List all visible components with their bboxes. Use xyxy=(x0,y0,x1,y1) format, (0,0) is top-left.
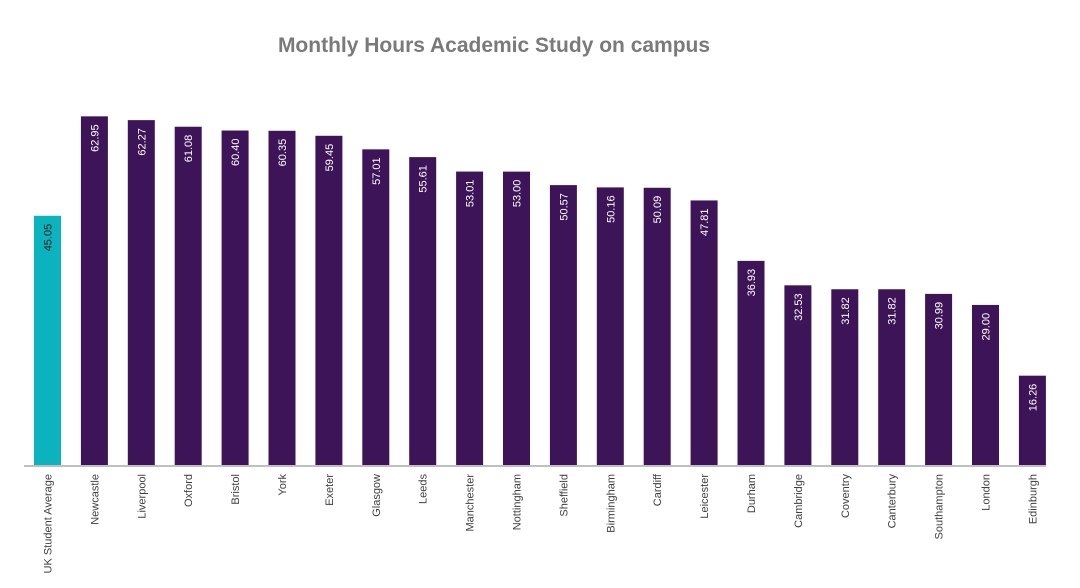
data-label: 16.26 xyxy=(1027,384,1039,412)
chart-title: Monthly Hours Academic Study on campus xyxy=(277,34,711,57)
bar-exeter xyxy=(315,135,343,466)
data-label: 50.09 xyxy=(652,196,664,224)
data-label: 45.05 xyxy=(43,224,55,252)
tick-label: Leicester xyxy=(699,474,711,519)
tick-label: Cardiff xyxy=(652,473,664,506)
bar-canterbury xyxy=(878,289,906,466)
tick-label: Manchester xyxy=(465,474,477,532)
tick-label: Canterbury xyxy=(887,474,899,529)
tick-label: Glasgow xyxy=(371,474,383,517)
tick-label: Leeds xyxy=(418,474,430,504)
bar-glasgow xyxy=(362,149,390,466)
tick-label: London xyxy=(981,474,993,511)
data-label: 50.16 xyxy=(605,195,617,223)
bar-southampton xyxy=(925,293,953,466)
bar-leeds xyxy=(409,157,437,466)
bar-liverpool xyxy=(127,120,155,466)
data-label: 31.82 xyxy=(840,297,852,325)
data-label: 30.99 xyxy=(934,302,946,330)
data-label: 50.57 xyxy=(558,193,570,221)
tick-label: York xyxy=(277,474,289,496)
data-label: 53.00 xyxy=(512,180,524,208)
bar-edinburgh xyxy=(1018,375,1046,466)
data-label: 62.27 xyxy=(136,128,148,156)
data-label: 53.01 xyxy=(465,180,477,208)
tick-label: Birmingham xyxy=(605,474,617,533)
tick-label: Durham xyxy=(746,474,758,513)
data-label: 55.61 xyxy=(418,165,430,193)
bar-bristol xyxy=(221,130,249,467)
bar-cardiff xyxy=(643,187,671,466)
tick-label: Southampton xyxy=(934,474,946,539)
tick-label: Edinburgh xyxy=(1027,474,1039,524)
data-label: 57.01 xyxy=(371,157,383,185)
bar-cambridge xyxy=(784,285,812,466)
data-label: 32.53 xyxy=(793,293,805,321)
bar-nottingham xyxy=(503,171,530,466)
tick-label: Cambridge xyxy=(793,474,805,528)
data-label: 31.82 xyxy=(887,297,899,325)
data-label: 62.95 xyxy=(89,124,101,152)
bar-london xyxy=(972,304,999,466)
tick-label: Newcastle xyxy=(89,474,101,525)
data-label: 59.45 xyxy=(324,144,336,172)
tick-label: UK Student Average xyxy=(43,474,55,573)
bar-uk-student-average xyxy=(34,215,61,466)
data-label: 60.35 xyxy=(277,139,289,167)
tick-label: Sheffield xyxy=(558,474,570,517)
data-label: 47.81 xyxy=(699,208,711,236)
bar-durham xyxy=(737,260,765,466)
data-label: 61.08 xyxy=(183,135,195,163)
bar-coventry xyxy=(831,289,859,466)
tick-label: Liverpool xyxy=(136,474,148,519)
tick-label: Exeter xyxy=(324,474,336,506)
bar-manchester xyxy=(456,171,484,466)
tick-label: Nottingham xyxy=(512,474,524,530)
bar-newcastle xyxy=(80,116,108,466)
data-label: 36.93 xyxy=(746,269,758,297)
bar-leicester xyxy=(690,200,718,467)
bar-birmingham xyxy=(596,187,624,467)
bar-sheffield xyxy=(549,185,577,466)
bar-york xyxy=(268,130,296,467)
bar-oxford xyxy=(174,126,202,466)
data-label: 60.40 xyxy=(230,139,242,167)
tick-label: Coventry xyxy=(840,474,852,519)
data-label: 29.00 xyxy=(981,313,993,341)
tick-label: Oxford xyxy=(183,474,195,507)
tick-label: Bristol xyxy=(230,474,242,505)
